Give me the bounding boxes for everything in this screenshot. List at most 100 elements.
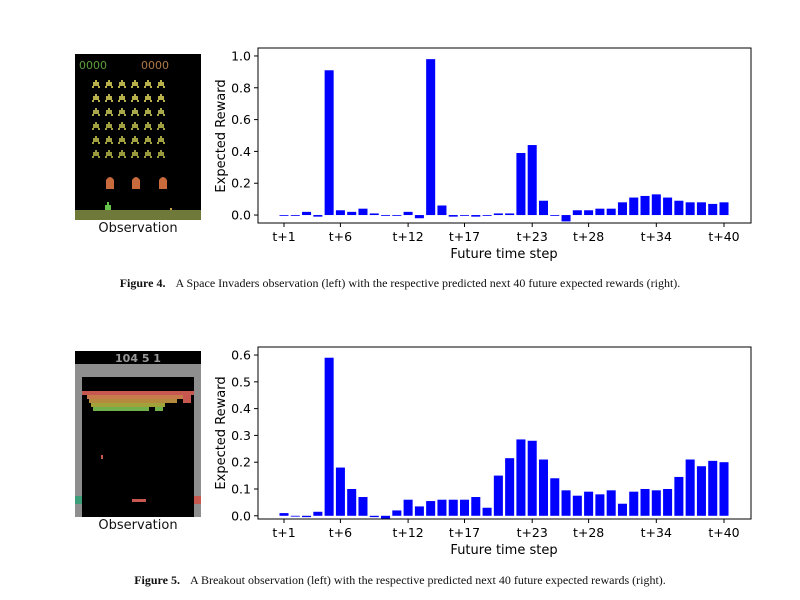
invader-sprite [105, 80, 113, 88]
bar-t8 [358, 497, 368, 516]
invader-sprite [118, 150, 126, 158]
invader-sprite [144, 108, 152, 116]
invader-sprite [144, 94, 152, 102]
bar-t36 [674, 476, 684, 516]
y-tick-label: 0.4 [231, 144, 251, 159]
bar-t14 [426, 59, 436, 216]
caption-text: A Space Invaders observation (left) with… [175, 276, 681, 290]
invader-sprite [92, 94, 100, 102]
invader-sprite [105, 122, 113, 130]
bar-t20 [493, 213, 503, 216]
bar-t29 [595, 494, 605, 516]
brick-row [89, 399, 177, 403]
score-right: 0000 [141, 59, 169, 72]
bar-t14 [426, 501, 436, 516]
bar-t33 [640, 488, 650, 516]
invader-sprite [144, 80, 152, 88]
score-left: 0000 [79, 59, 107, 72]
top-wall [75, 364, 201, 377]
y-tick-label: 0.6 [231, 112, 251, 127]
bar-t40 [719, 202, 729, 216]
invader-sprite [105, 136, 113, 144]
bar-t23 [527, 440, 537, 516]
bar-t39 [708, 460, 718, 516]
x-axis-label: Future time step [450, 543, 557, 558]
bar-t15 [437, 499, 447, 516]
bar-t34 [651, 490, 661, 516]
y-tick-label: 0.0 [231, 208, 251, 223]
bar-t20 [493, 475, 503, 516]
x-tick-label: t+23 [517, 229, 548, 244]
caption-label: Figure 5. [134, 573, 180, 587]
bar-t17 [460, 499, 470, 516]
invader-sprite [131, 108, 139, 116]
bar-t8 [358, 208, 368, 216]
ground [75, 210, 201, 220]
brick-row [91, 403, 165, 407]
y-tick-label: 1.0 [231, 48, 251, 63]
bar-t3 [302, 515, 312, 518]
invader-sprite [157, 94, 165, 102]
bar-t19 [482, 215, 492, 216]
bar-t5 [324, 357, 334, 516]
y-tick-label: 0.1 [231, 481, 251, 496]
bar-t6 [335, 210, 345, 216]
bar-t12 [403, 499, 413, 516]
invader-sprite [131, 94, 139, 102]
invader-sprite [144, 136, 152, 144]
invader-sprite [144, 150, 152, 158]
bar-t13 [414, 215, 424, 219]
bar-t16 [448, 499, 458, 516]
bar-t35 [663, 488, 673, 516]
bar-t7 [347, 211, 357, 216]
x-tick-label: t+34 [641, 229, 672, 244]
x-tick-label: t+12 [392, 229, 423, 244]
bar-t27 [572, 210, 582, 216]
invader-sprite [157, 80, 165, 88]
invader-sprite [105, 94, 113, 102]
y-tick-label: 0.6 [231, 348, 251, 363]
invader-sprite [92, 150, 100, 158]
bar-t12 [403, 211, 413, 216]
bar-t1 [279, 513, 289, 516]
bar-t30 [606, 208, 616, 216]
breakout-observation: 104 5 1 [75, 351, 201, 517]
x-tick-label: t+28 [573, 525, 604, 540]
space-invaders-observation: 0000 0000 [75, 54, 201, 220]
invader-sprite [157, 108, 165, 116]
invader-sprite [157, 150, 165, 158]
y-tick-label: 0.2 [231, 455, 251, 470]
invader-sprite [92, 80, 100, 88]
bar-t3 [302, 211, 312, 216]
bar-t4 [313, 511, 323, 516]
brick-row [183, 395, 191, 403]
bar-t28 [584, 491, 594, 516]
bar-t28 [584, 210, 594, 216]
score-display: 104 5 1 [115, 352, 161, 365]
brick-row [155, 407, 163, 411]
bar-t38 [696, 202, 706, 216]
invader-sprite [118, 80, 126, 88]
bar-t36 [674, 200, 684, 216]
bar-t34 [651, 194, 661, 216]
invader-sprite [92, 122, 100, 130]
y-axis-label: Expected Reward [214, 79, 229, 192]
ball [101, 455, 103, 459]
bar-t11 [392, 215, 402, 216]
right-wall [194, 364, 201, 517]
bar-t39 [708, 203, 718, 216]
brick-row [87, 395, 187, 399]
bar-t37 [685, 202, 695, 216]
bar-t15 [437, 205, 447, 216]
x-tick-label: t+17 [449, 229, 480, 244]
bar-t26 [561, 215, 571, 222]
bar-t1 [279, 215, 289, 216]
bar-t37 [685, 459, 695, 516]
x-tick-label: t+23 [517, 525, 548, 540]
y-tick-label: 0.5 [231, 374, 251, 389]
invader-sprite [157, 122, 165, 130]
bar-t22 [516, 153, 526, 216]
y-tick-label: 0.0 [231, 508, 251, 523]
invader-sprite [105, 108, 113, 116]
brick-row [93, 407, 149, 411]
